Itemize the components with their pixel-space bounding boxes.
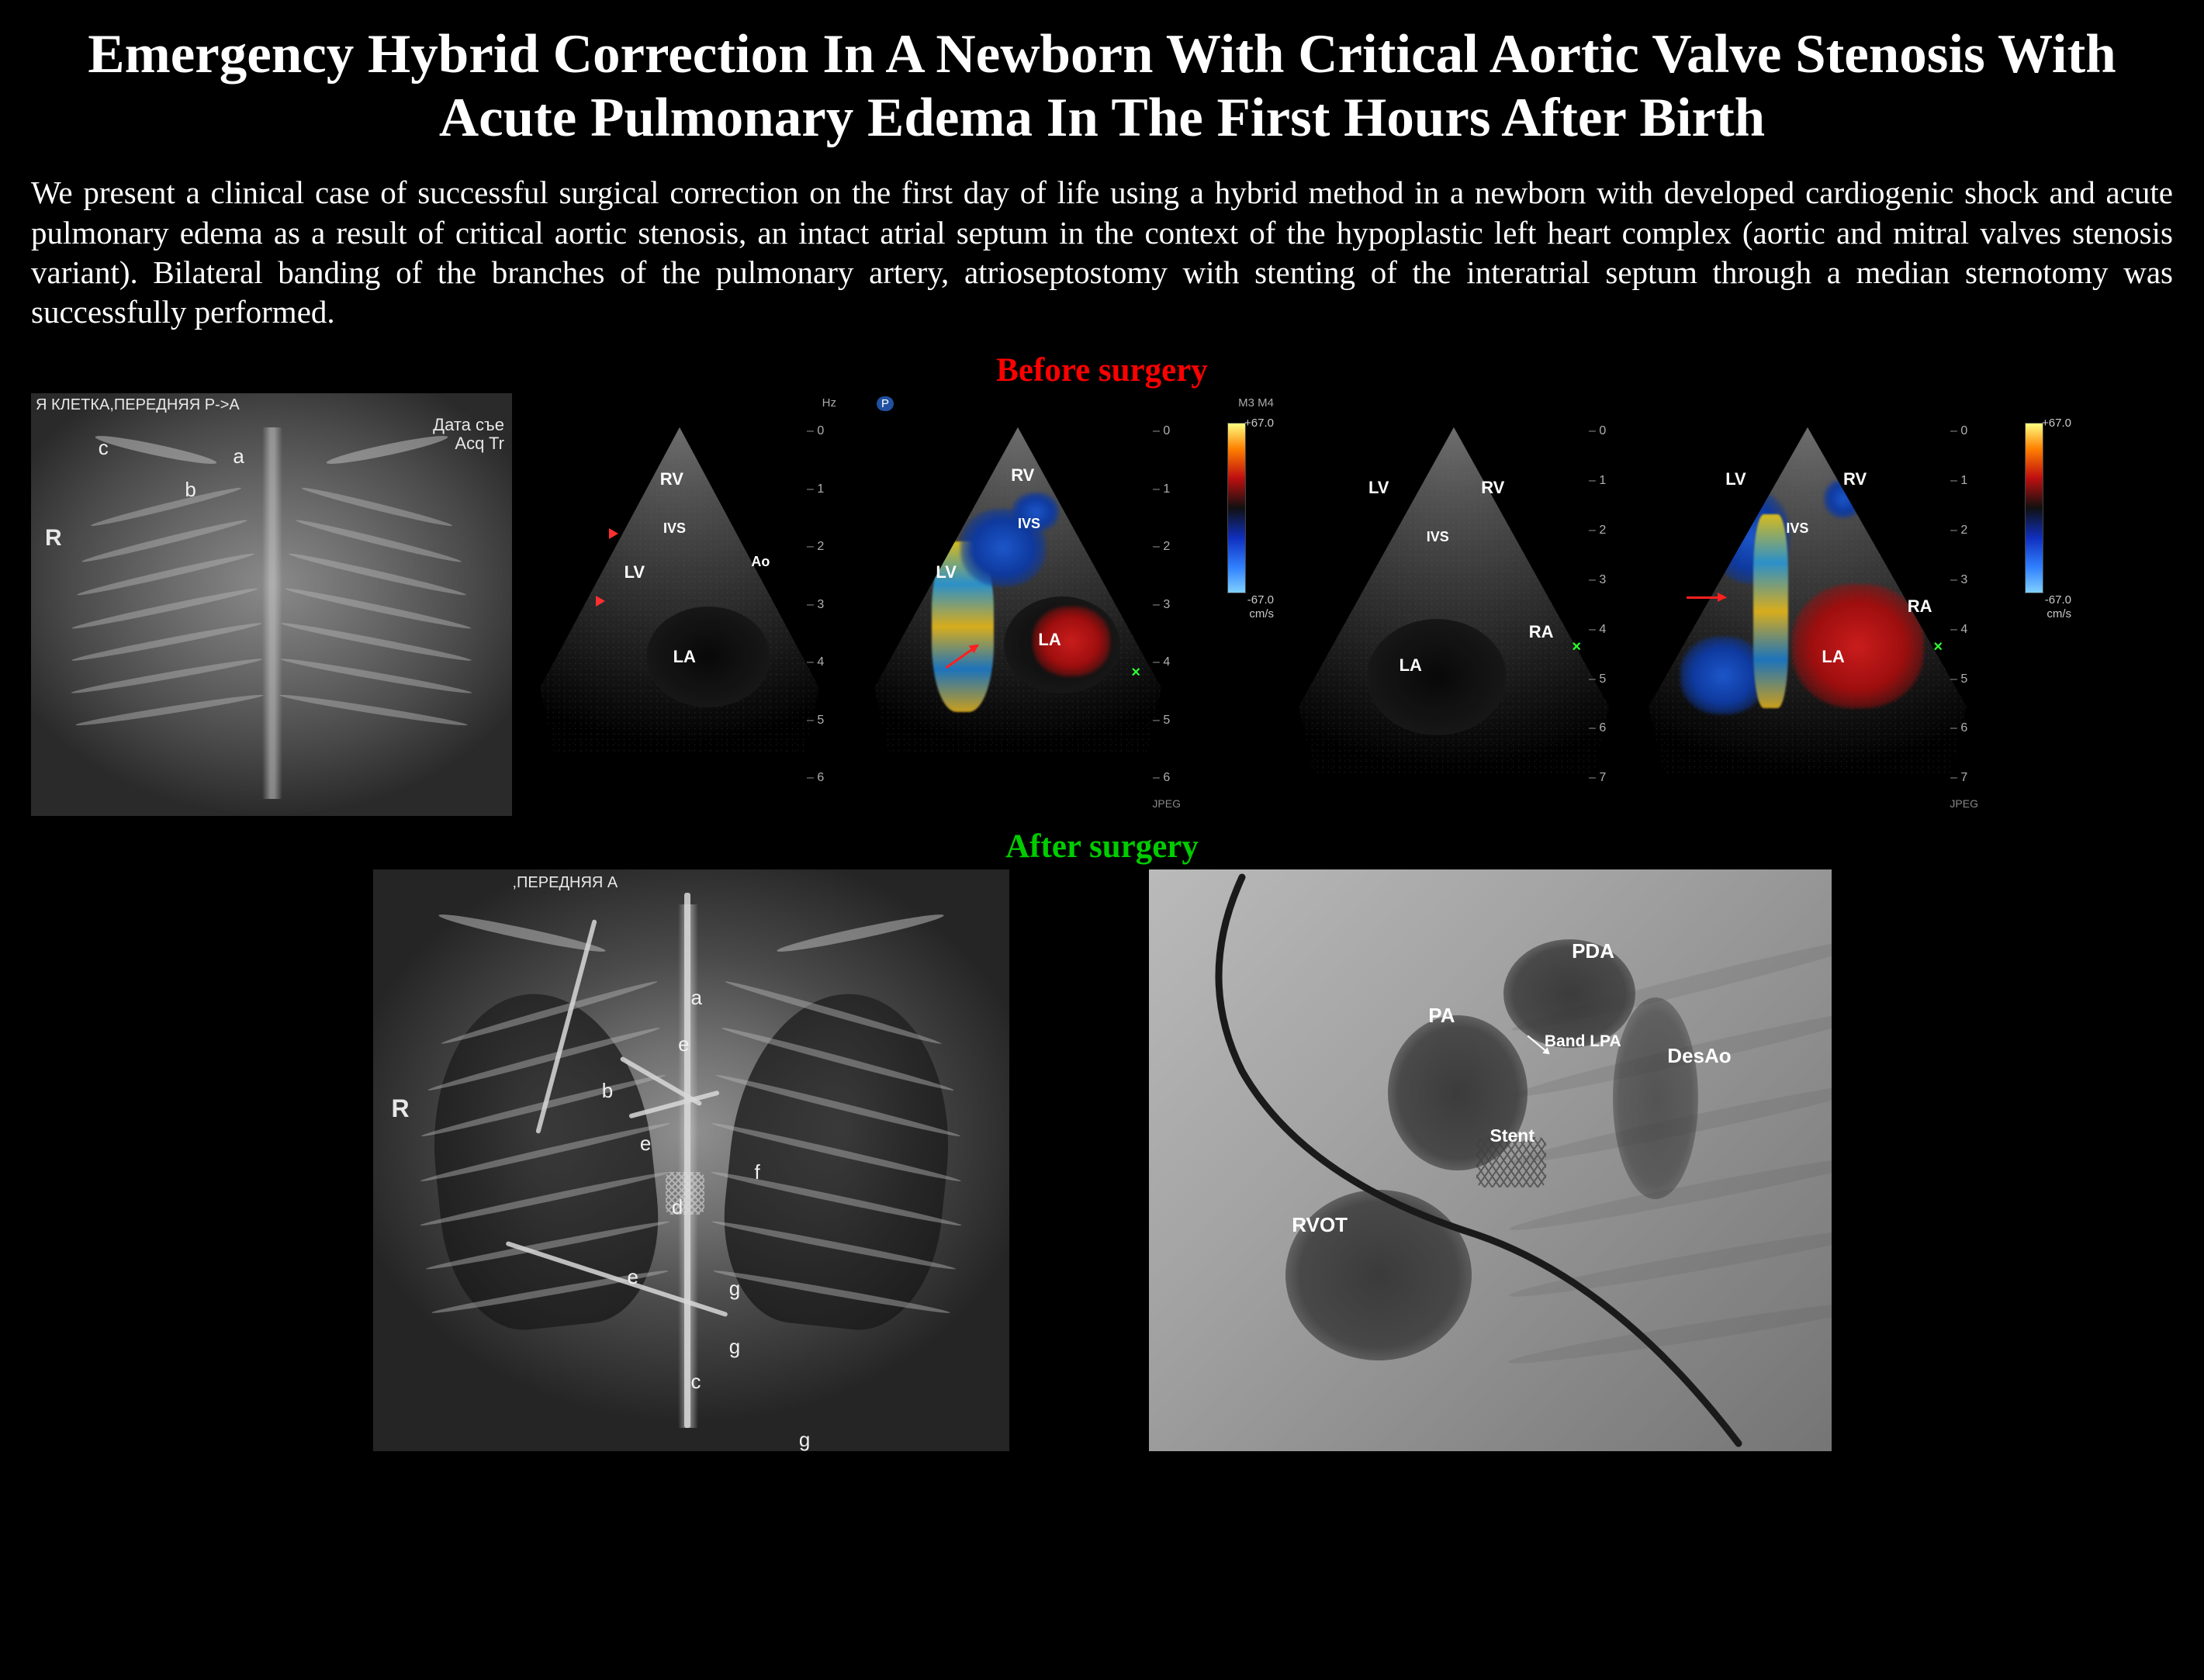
- xray-after-a: a: [691, 986, 702, 1010]
- echo1-ivs: IVS: [663, 520, 686, 537]
- echo1-la: LA: [673, 647, 696, 667]
- xray-after-e3: e: [628, 1265, 638, 1289]
- xray-after-e1: e: [678, 1032, 689, 1056]
- echo-panel-2: P RV IVS LV LA × 0 1 2 3 4 5 6 JPEG: [847, 393, 1188, 816]
- xray-after-side: R: [392, 1094, 410, 1123]
- angio-pa: PA: [1428, 1004, 1455, 1028]
- xray-before-corner1: Дата съе: [433, 415, 504, 435]
- after-surgery-row: ,ПЕРЕДНЯЯ A R a b c d e e e f g g g: [31, 869, 2173, 1451]
- xray-after-b: b: [602, 1079, 613, 1103]
- colorbar2-top: +67.0: [2042, 417, 2071, 430]
- colorbar-panel-1: M3 M4 +67.0 -67.0 cm/s: [1193, 393, 1278, 816]
- xray-before-marker-a: a: [233, 444, 244, 468]
- angio-bandlpa: Band LPA: [1545, 1032, 1621, 1051]
- xray-before-marker-c: c: [99, 436, 109, 460]
- colorbar1-bot: -67.0: [1247, 593, 1274, 607]
- echo1-lv: LV: [625, 562, 645, 582]
- echo3-ivs: IVS: [1427, 529, 1449, 545]
- xray-before-corner2: Acq Tr: [455, 434, 504, 454]
- echo4-green-x: ×: [1933, 638, 1943, 656]
- xray-after-g2: g: [729, 1335, 740, 1359]
- echo1-hz: Hz: [822, 396, 836, 410]
- echo3-la: LA: [1400, 655, 1422, 676]
- echo2-la: LA: [1038, 630, 1060, 650]
- angio-desao: DesAo: [1667, 1044, 1731, 1068]
- xray-before-marker-b: b: [185, 478, 195, 502]
- xray-after-panel: ,ПЕРЕДНЯЯ A R a b c d e e e f g g g: [373, 869, 1009, 1451]
- colorbar1-unit: cm/s: [1249, 607, 1274, 620]
- echo4-ivs: IVS: [1786, 520, 1808, 537]
- echo3-green-x: ×: [1572, 638, 1581, 656]
- page-title: Emergency Hybrid Correction In A Newborn…: [31, 23, 2173, 150]
- echo4-jpeg: JPEG: [1950, 797, 1978, 810]
- echo2-ivs: IVS: [1018, 516, 1040, 532]
- colorbar1-m3m4: M3 M4: [1238, 396, 1274, 410]
- before-surgery-label: Before surgery: [31, 351, 2173, 389]
- xray-after-c: c: [691, 1370, 701, 1394]
- xray-after-e2: e: [640, 1132, 651, 1156]
- echo4-scale: 0 1 2 3 4 5 6 7: [1950, 424, 1981, 785]
- xray-after-f: f: [755, 1160, 760, 1184]
- angiogram-panel: PA PDA DesAo Band LPA Stent RVOT: [1149, 869, 1832, 1451]
- echo4-la: LA: [1822, 647, 1844, 667]
- colorbar2-bot: -67.0: [2045, 593, 2071, 607]
- echo4-lv: LV: [1725, 469, 1746, 489]
- xray-before-side: R: [45, 525, 62, 551]
- after-surgery-label: After surgery: [31, 828, 2173, 866]
- echo2-lv: LV: [936, 562, 956, 582]
- echo-panel-4: LV RV IVS LA RA × 0 1 2 3 4 5 6 7 JPEG: [1629, 393, 1986, 816]
- echo4-rv: RV: [1843, 469, 1867, 489]
- echo2-scale: 0 1 2 3 4 5 6: [1153, 424, 1184, 785]
- angio-pda: PDA: [1572, 939, 1614, 963]
- colorbar1-top: +67.0: [1244, 417, 1274, 430]
- xray-before-panel: Я КЛЕТКА,ПЕРЕДНЯЯ P->A Дата съе Acq Tr R…: [31, 393, 512, 816]
- echo1-scale: 0 1 2 3 4 5 6: [807, 424, 838, 785]
- echo3-ra: RA: [1529, 622, 1554, 642]
- colorbar2-unit: cm/s: [2047, 607, 2071, 620]
- xray-after-header: ,ПЕРЕДНЯЯ A: [513, 874, 618, 892]
- echo2-p-badge: P: [877, 396, 894, 411]
- angio-rvot: RVOT: [1292, 1213, 1348, 1237]
- before-surgery-row: Я КЛЕТКА,ПЕРЕДНЯЯ P->A Дата съе Acq Tr R…: [31, 393, 2173, 816]
- angio-stent-label: Stent: [1490, 1125, 1535, 1146]
- xray-before-header: Я КЛЕТКА,ПЕРЕДНЯЯ P->A: [36, 396, 240, 414]
- angiogram-catheter-icon: [1149, 869, 1832, 1451]
- echo3-scale: 0 1 2 3 4 5 6 7: [1589, 424, 1620, 785]
- echo3-lv: LV: [1368, 478, 1389, 498]
- echo-panel-3: LV RV IVS LA RA × 0 1 2 3 4 5 6 7: [1283, 393, 1624, 816]
- echo1-rv: RV: [660, 469, 683, 489]
- xray-after-g3: g: [799, 1428, 810, 1451]
- colorbar-panel-2: +67.0 -67.0 cm/s: [1991, 393, 2076, 816]
- abstract-text: We present a clinical case of successful…: [31, 173, 2173, 332]
- echo2-rv: RV: [1011, 465, 1034, 486]
- echo2-green-x: ×: [1131, 664, 1140, 682]
- echo-panel-1: Hz RV IVS LV LA Ao 0 1 2 3 4 5 6: [517, 393, 843, 816]
- echo1-ao: Ao: [751, 554, 770, 570]
- echo3-rv: RV: [1481, 478, 1504, 498]
- xray-after-d: d: [672, 1195, 683, 1219]
- xray-after-g1: g: [729, 1277, 740, 1301]
- echo4-ra: RA: [1908, 596, 1932, 617]
- echo2-jpeg: JPEG: [1152, 797, 1181, 810]
